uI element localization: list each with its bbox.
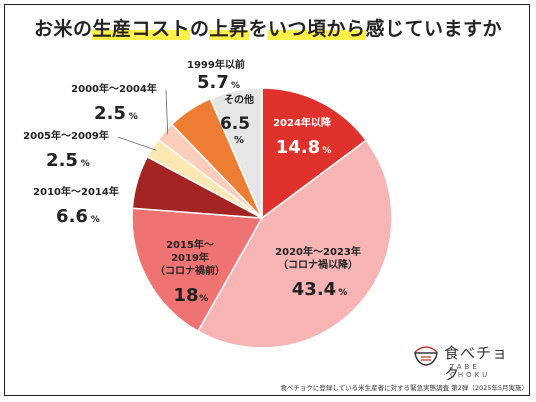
slice-name: （コロナ禍以降） <box>278 258 358 271</box>
slice-label-3: 2015年～2019年（コロナ禍前） 18% <box>155 238 225 306</box>
slice-name: 1999年以前 <box>187 58 245 71</box>
leader-line-5 <box>117 136 156 151</box>
slice-name: 2019年 <box>171 251 209 264</box>
slice-value: 14.8 <box>276 137 320 158</box>
slice-name: 2010年～2014年 <box>33 185 119 198</box>
slice-value: 6.6 <box>56 206 88 227</box>
slice-name: 2015年～ <box>166 238 214 251</box>
slice-label-5: 2005年～2009年 2.5% <box>23 129 109 171</box>
slice-unit: % <box>231 81 240 91</box>
rice-bowl-icon <box>414 346 438 366</box>
slice-value: 6.5 <box>220 114 250 134</box>
title-part: 感じていますか <box>365 18 503 40</box>
title-highlight-when: いつ頃から <box>268 18 366 40</box>
slice-value: 2.5 <box>94 103 126 124</box>
slice-name: 2005年～2009年 <box>23 129 109 142</box>
slice-name: 2020年～2023年 <box>275 245 361 258</box>
title-part: の <box>189 18 210 40</box>
slice-label-2: 2020年～2023年（コロナ禍以降） 43.4% <box>275 245 361 300</box>
pie-slice-8 <box>209 87 263 219</box>
slice-value: 2.5 <box>46 150 78 171</box>
title-part: お米の <box>33 18 93 40</box>
logo-subtitle: TABE CHOKU <box>450 363 491 379</box>
slice-name: （コロナ禍前） <box>155 264 225 277</box>
slice-name: 2024年以降 <box>273 116 332 129</box>
slice-unit: % <box>338 288 347 298</box>
pie-slice-3 <box>131 207 264 333</box>
slice-unit: % <box>129 112 138 122</box>
slice-label-1: 2024年以降 14.8% <box>273 116 332 158</box>
slice-value: 18 <box>173 285 198 306</box>
slice-name: その他 <box>224 93 254 106</box>
title-highlight-cost: 生産コスト <box>92 18 190 40</box>
logo-wordmark: 食べチョク <box>444 344 509 383</box>
slice-value: 5.7 <box>197 72 229 93</box>
chart-title: お米の生産コストの上昇をいつ頃から感じていますか <box>0 14 536 41</box>
slice-unit: % <box>91 215 100 225</box>
pie-slice-1 <box>261 87 368 220</box>
slice-value: 43.4 <box>292 279 336 300</box>
slice-label-8: その他 6.5% <box>220 93 254 146</box>
slice-unit: % <box>81 159 90 169</box>
slice-unit: % <box>322 146 331 156</box>
slice-name: 2000年～2004年 <box>71 82 157 95</box>
title-part: を <box>248 18 269 40</box>
slice-unit: % <box>199 294 208 304</box>
pie-slice-2 <box>196 139 393 349</box>
leader-line-6 <box>165 89 169 135</box>
title-highlight-rise: 上昇 <box>209 18 249 40</box>
slice-unit: % <box>234 135 244 146</box>
footnote: 食べチョクに登録している米生産者に対する緊急実態調査 第2弾（2025年5月実施… <box>280 384 528 392</box>
tabechoku-logo: 食べチョク TABE CHOKU <box>412 338 522 383</box>
slice-label-6: 2000年～2004年 2.5% <box>71 82 157 124</box>
slice-label-4: 2010年～2014年 6.6% <box>33 185 119 227</box>
